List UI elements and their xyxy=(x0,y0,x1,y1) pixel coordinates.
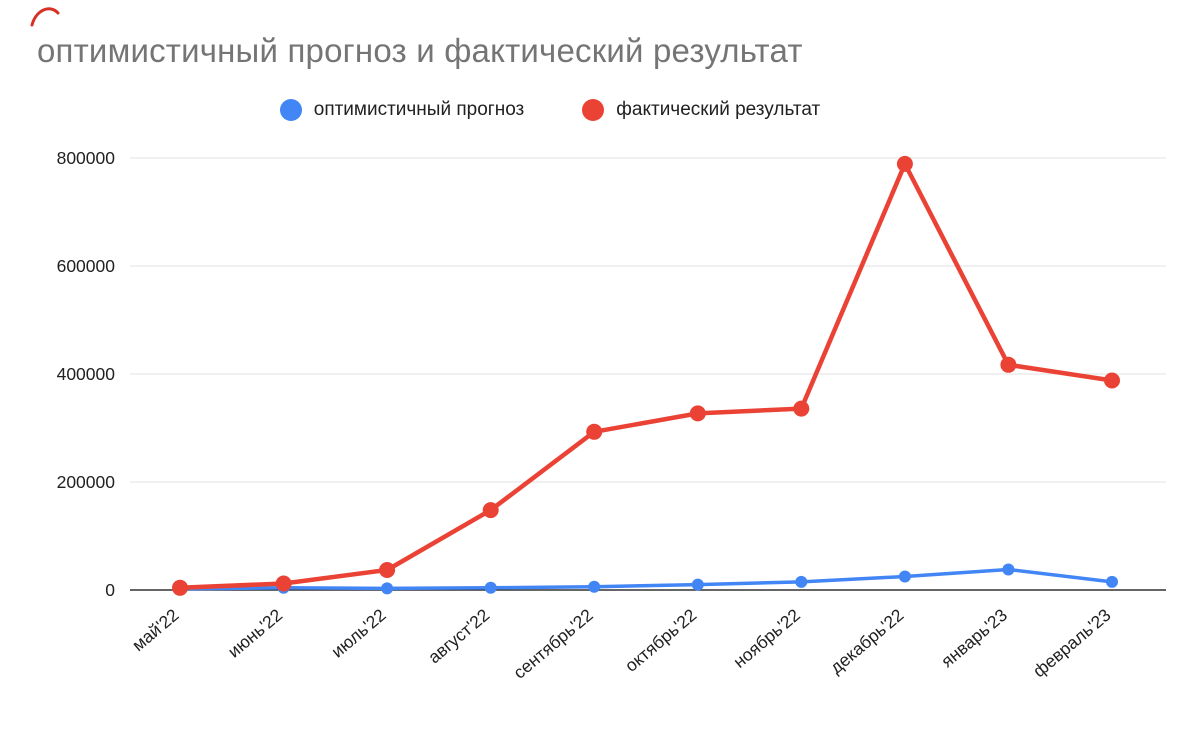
y-axis-tick-label: 600000 xyxy=(57,256,116,276)
data-point[interactable] xyxy=(795,575,808,588)
series-line xyxy=(178,567,1114,591)
red-scribble-annotation xyxy=(30,7,60,27)
legend-label-actual: фактический результат xyxy=(616,99,821,120)
series-line xyxy=(177,161,1115,591)
x-axis-tick-label: сентябрь'22 xyxy=(509,605,596,683)
x-axis-tick-label: декабрь'22 xyxy=(826,605,907,678)
y-axis-tick-label: 200000 xyxy=(57,472,116,492)
y-axis-tick-label: 400000 xyxy=(57,364,116,384)
chart-legend: оптимистичный прогноз фактический резуль… xyxy=(0,99,1100,121)
data-point[interactable] xyxy=(275,575,292,592)
data-point[interactable] xyxy=(1000,356,1017,373)
data-point[interactable] xyxy=(898,570,911,583)
y-axis-tick-label: 0 xyxy=(105,580,115,600)
legend-marker-actual-icon xyxy=(582,99,605,121)
x-axis-tick-label: июль'22 xyxy=(327,605,389,662)
data-point[interactable] xyxy=(482,502,499,519)
data-point[interactable] xyxy=(379,562,396,578)
data-point[interactable] xyxy=(172,579,188,596)
data-point[interactable] xyxy=(1002,563,1015,576)
data-point[interactable] xyxy=(896,155,913,172)
legend-item-forecast[interactable]: оптимистичный прогноз xyxy=(279,99,525,121)
data-point[interactable] xyxy=(689,405,706,422)
x-axis-tick-label: январь'23 xyxy=(937,605,1011,672)
data-point[interactable] xyxy=(1106,575,1118,588)
data-point[interactable] xyxy=(381,582,394,595)
x-axis-tick-label: февраль'23 xyxy=(1029,605,1115,681)
data-point[interactable] xyxy=(586,423,603,440)
legend-label-forecast: оптимистичный прогноз xyxy=(313,99,525,120)
x-axis-tick-label: октябрь'22 xyxy=(621,605,700,676)
legend-marker-forecast-icon xyxy=(279,99,302,121)
data-point[interactable] xyxy=(793,400,810,417)
y-axis-tick-label: 800000 xyxy=(57,148,116,168)
data-point[interactable] xyxy=(588,580,601,593)
x-axis-tick-label: ноябрь'22 xyxy=(729,605,804,672)
data-point[interactable] xyxy=(1104,372,1120,389)
x-axis-tick-label: август'22 xyxy=(424,605,493,668)
chart-title: оптимистичный прогноз и фактический резу… xyxy=(37,32,803,69)
data-point[interactable] xyxy=(691,578,704,591)
data-point[interactable] xyxy=(484,581,497,594)
legend-item-actual[interactable]: фактический результат xyxy=(582,99,820,121)
x-axis-tick-label: июнь'22 xyxy=(224,605,286,662)
x-axis-tick-label: май'22 xyxy=(128,605,182,655)
